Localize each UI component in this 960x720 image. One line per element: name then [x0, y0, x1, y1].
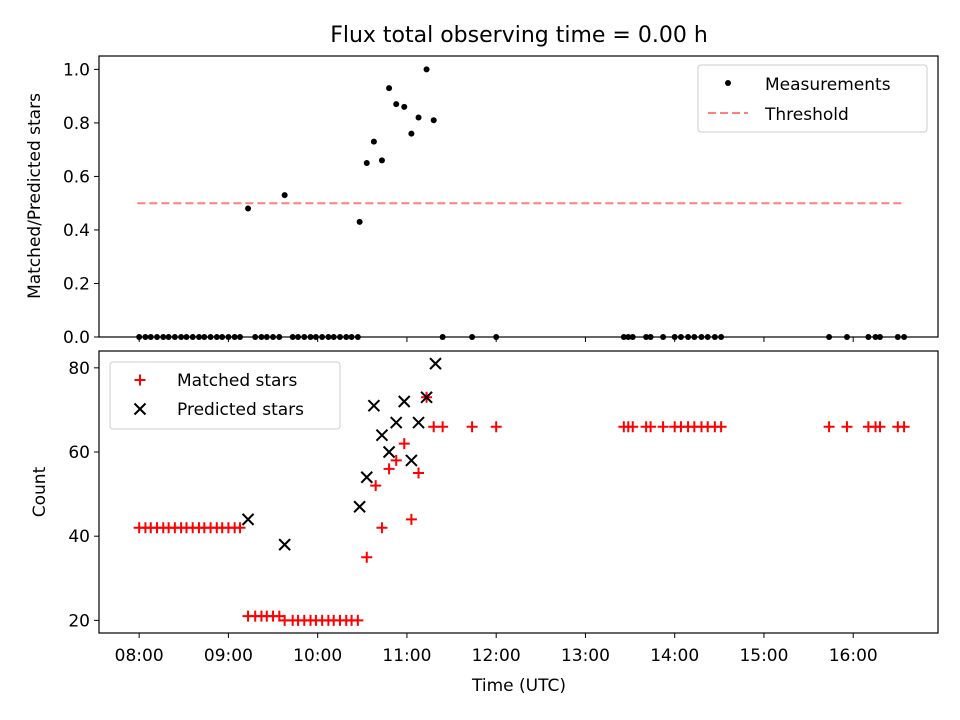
predicted-star-point: [367, 399, 381, 412]
top-y-ticks: 0.0 0.2 0.4 0.6 0.8 1.0: [63, 60, 99, 348]
predicted-star-point: [241, 513, 255, 526]
top-y-tick-label: 0.0: [63, 328, 90, 348]
bottom-x-ticks: 08:00 09:00 10:00 11:00 12:00 13:00 14:00 15:00…: [115, 633, 878, 666]
matched-star-point: [898, 421, 910, 433]
x-tick-label: 15:00: [739, 646, 788, 666]
measurement-point: [386, 85, 393, 92]
measurement-point: [370, 138, 377, 145]
matched-star-point: [352, 614, 364, 626]
bottom-plot-panel: 20 40 60 80 08:00 09:00 10:00 11:00 12:00 13:00 1…: [30, 350, 939, 696]
matched-star-point: [437, 421, 449, 433]
measurement-point: [423, 66, 430, 73]
x-tick-label: 13:00: [561, 646, 610, 666]
predicted-star-point: [405, 454, 418, 467]
top-legend: Measurements Threshold: [697, 64, 928, 133]
legend-label-predicted: Predicted stars: [177, 400, 304, 420]
matched-star-point: [490, 421, 502, 433]
legend-measurement-marker: [725, 80, 731, 86]
predicted-star-point: [412, 416, 425, 429]
top-y-tick-label: 1.0: [63, 60, 90, 80]
matched-star-point: [398, 438, 410, 450]
matched-star-point: [413, 467, 425, 479]
predicted-star-point: [375, 428, 389, 442]
x-tick-label: 10:00: [293, 646, 342, 666]
legend-label-matched: Matched stars: [177, 371, 297, 391]
top-y-tick-label: 0.2: [63, 274, 90, 294]
matched-star-point: [627, 421, 639, 433]
matched-star-point: [390, 454, 402, 466]
measurement-point: [393, 101, 400, 108]
matched-star-point: [361, 551, 373, 563]
measurement-point: [281, 192, 288, 199]
matched-star-point: [376, 522, 388, 534]
x-tick-label: 14:00: [650, 646, 699, 666]
legend-box: [109, 361, 341, 430]
predicted-star-point: [398, 395, 411, 408]
predicted-star-point: [390, 416, 403, 429]
matched-star-point: [405, 513, 417, 525]
x-tick-label: 11:00: [382, 646, 431, 666]
matched-star-point: [466, 421, 478, 433]
x-tick-label: 16:00: [829, 646, 878, 666]
measurement-point: [408, 130, 415, 137]
bottom-plot-frame: [98, 350, 939, 634]
chart-title: Flux total observing time = 0.00 h: [330, 23, 708, 48]
matched-star-point: [383, 463, 395, 475]
measurement-point: [430, 117, 437, 124]
x-tick-label: 12:00: [472, 646, 521, 666]
matched-star-point: [657, 421, 669, 433]
bottom-legend: Matched stars Predicted stars: [109, 361, 341, 430]
matched-star-point: [841, 421, 853, 433]
legend-box: [697, 64, 928, 133]
measurement-point: [356, 218, 363, 225]
x-tick-label: 08:00: [115, 646, 164, 666]
measurement-point: [245, 205, 252, 212]
predicted-star-point: [278, 538, 291, 551]
legend-predicted-marker: [133, 402, 147, 416]
top-plot-frame: [98, 55, 939, 338]
predicted-star-point: [429, 357, 442, 370]
bottom-y-tick-label: 40: [68, 527, 90, 547]
matched-stars-points: [133, 391, 910, 626]
matched-star-point: [370, 480, 382, 492]
bottom-y-tick-label: 80: [68, 359, 90, 379]
matched-star-point: [715, 421, 727, 433]
predicted-stars-points: [241, 357, 442, 551]
top-y-tick-label: 0.4: [63, 221, 90, 241]
matched-star-point: [234, 522, 246, 534]
predicted-star-point: [353, 500, 366, 513]
predicted-star-point: [360, 471, 373, 484]
measurement-point: [415, 114, 422, 121]
measurement-point: [401, 103, 408, 110]
predicted-star-point: [382, 445, 396, 459]
top-plot-panel: 0.0 0.2 0.4 0.6 0.8 1.0 Matched/Predicted sta…: [25, 55, 939, 348]
measurement-point: [363, 160, 370, 167]
matched-star-point: [823, 421, 835, 433]
top-y-axis-label: Matched/Predicted stars: [25, 93, 45, 299]
bottom-y-tick-label: 20: [68, 611, 90, 631]
x-axis-label: Time (UTC): [471, 676, 566, 696]
legend-label-threshold: Threshold: [764, 105, 849, 125]
bottom-y-tick-label: 60: [68, 443, 90, 463]
top-y-tick-label: 0.8: [63, 114, 90, 134]
bottom-y-axis-label: Count: [30, 466, 50, 517]
top-y-tick-label: 0.6: [63, 167, 90, 187]
legend-label-measurements: Measurements: [765, 75, 891, 95]
predicted-star-point: [420, 391, 433, 404]
measurement-point: [378, 157, 385, 164]
bottom-y-ticks: 20 40 60 80: [68, 359, 99, 631]
matched-star-point: [874, 421, 886, 433]
x-tick-label: 09:00: [204, 646, 253, 666]
matched-star-point: [645, 421, 657, 433]
legend-matched-marker: [134, 374, 146, 386]
